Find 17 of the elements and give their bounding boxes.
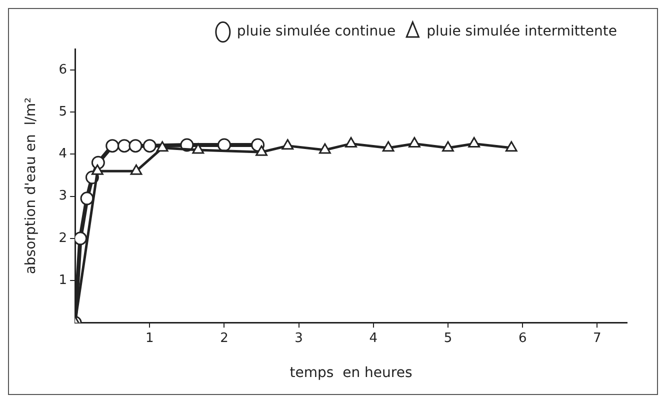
y-tick-label: 5 [58,104,68,120]
y-tick-label: 6 [58,62,68,78]
y-axis-title: absorption d'eau en l/m² [23,97,40,274]
x-axis-title: temps en heures [290,365,412,382]
y-tick-label: 1 [58,272,68,288]
y-tick-label: 2 [58,230,68,246]
x-tick-label: 5 [444,330,452,346]
x-tick-label: 7 [593,330,602,346]
x-tick-label: 2 [220,330,228,346]
y-tick-label: 4 [58,146,68,162]
y-tick-label: 3 [58,188,68,204]
x-tick-label: 3 [294,330,303,346]
x-tick-label: 4 [369,330,378,346]
x-tick-label: 1 [146,330,154,346]
legend-label: pluie simulée continue [236,24,396,40]
legend-label: pluie simulée intermittente [426,24,618,40]
x-tick-label: 6 [518,330,527,346]
